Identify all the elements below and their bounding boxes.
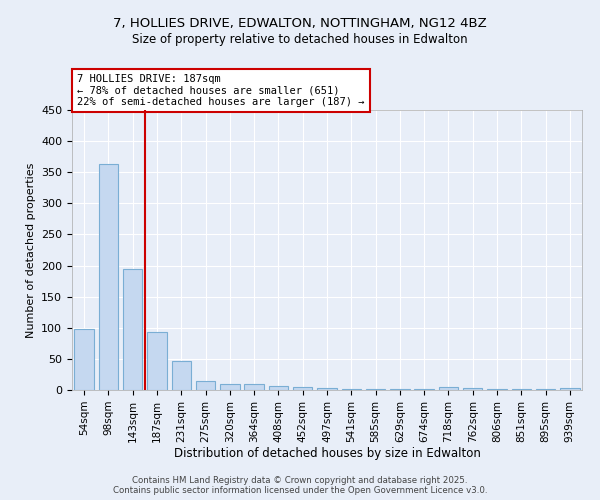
Bar <box>147 332 167 390</box>
Bar <box>341 389 361 390</box>
Bar <box>439 387 458 390</box>
Y-axis label: Number of detached properties: Number of detached properties <box>26 162 35 338</box>
Bar <box>196 380 215 390</box>
Text: 7, HOLLIES DRIVE, EDWALTON, NOTTINGHAM, NG12 4BZ: 7, HOLLIES DRIVE, EDWALTON, NOTTINGHAM, … <box>113 18 487 30</box>
Bar <box>293 387 313 390</box>
X-axis label: Distribution of detached houses by size in Edwalton: Distribution of detached houses by size … <box>173 448 481 460</box>
Bar <box>244 384 264 390</box>
Bar <box>74 329 94 390</box>
Bar <box>560 388 580 390</box>
Bar <box>220 384 239 390</box>
Bar <box>99 164 118 390</box>
Bar <box>463 388 482 390</box>
Bar <box>317 388 337 390</box>
Text: Size of property relative to detached houses in Edwalton: Size of property relative to detached ho… <box>132 32 468 46</box>
Text: Contains HM Land Registry data © Crown copyright and database right 2025.
Contai: Contains HM Land Registry data © Crown c… <box>113 476 487 495</box>
Bar <box>269 386 288 390</box>
Text: 7 HOLLIES DRIVE: 187sqm
← 78% of detached houses are smaller (651)
22% of semi-d: 7 HOLLIES DRIVE: 187sqm ← 78% of detache… <box>77 74 365 107</box>
Bar <box>123 268 142 390</box>
Bar <box>172 362 191 390</box>
